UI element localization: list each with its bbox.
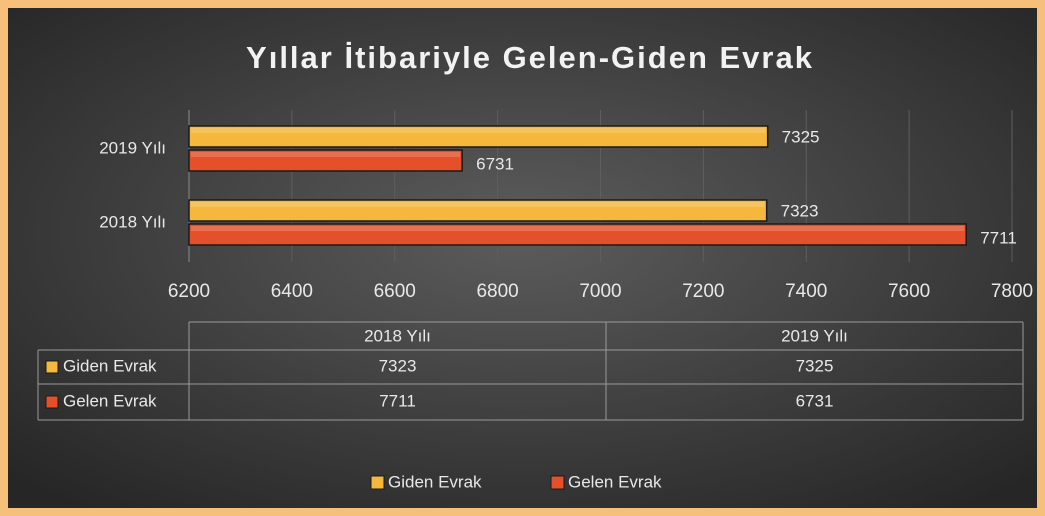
table-cell: 6731	[796, 391, 834, 410]
background	[8, 8, 1037, 508]
bar-highlight	[191, 128, 766, 133]
x-tick-label: 7200	[682, 281, 724, 302]
data-label: 6731	[476, 154, 514, 173]
bar-highlight	[191, 226, 965, 231]
x-tick-label: 7600	[888, 281, 930, 302]
x-tick-label: 6600	[374, 281, 416, 302]
bar-highlight	[191, 152, 461, 157]
x-tick-label: 7400	[785, 281, 827, 302]
legend-key	[370, 475, 385, 490]
x-tick-label: 7000	[579, 281, 621, 302]
x-tick-label: 6800	[476, 281, 518, 302]
bar	[188, 223, 967, 246]
x-tick-label: 6400	[271, 281, 313, 302]
table-header: 2019 Yılı	[781, 326, 848, 345]
table-header: 2018 Yılı	[364, 326, 431, 345]
table-cell: 7323	[379, 356, 417, 375]
y-tick-label: 2018 Yılı	[99, 212, 166, 231]
table-row-label: Giden Evrak	[63, 356, 157, 375]
table-row-label: Gelen Evrak	[63, 391, 157, 410]
y-tick-label: 2019 Yılı	[99, 138, 166, 157]
table-cell: 7325	[796, 356, 834, 375]
chart-title: Yıllar İtibariyle Gelen-Giden Evrak	[246, 40, 814, 75]
bar	[188, 199, 768, 222]
bar-highlight	[191, 202, 765, 207]
x-tick-label: 7800	[991, 281, 1033, 302]
table-cell: 7711	[379, 391, 416, 410]
data-label: 7711	[980, 228, 1017, 247]
legend-key	[550, 475, 565, 490]
legend-label: Gelen Evrak	[568, 472, 662, 491]
data-label: 7323	[781, 201, 819, 220]
legend-label: Giden Evrak	[388, 472, 482, 491]
data-label: 7325	[782, 127, 820, 146]
table-key	[45, 360, 59, 374]
bar	[188, 149, 463, 172]
table-key	[45, 395, 59, 409]
x-tick-label: 6200	[168, 281, 210, 302]
bar	[188, 125, 769, 148]
